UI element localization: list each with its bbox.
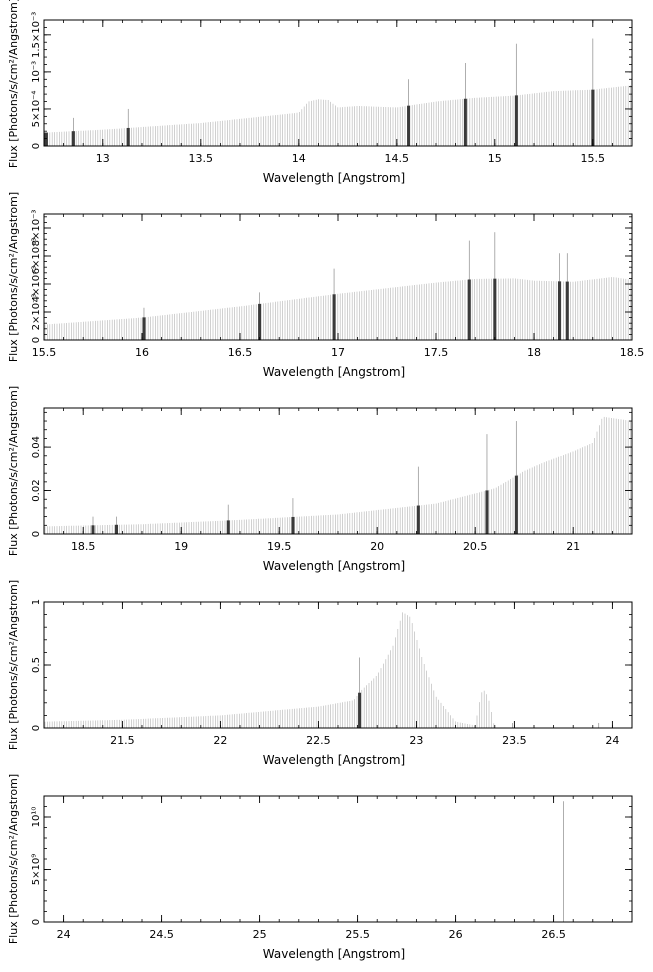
x-axis-label: Wavelength [Angstrom] xyxy=(263,753,405,767)
y-tick-label: 0.5 xyxy=(31,657,42,673)
x-tick-label: 17 xyxy=(331,346,345,359)
line-bar xyxy=(115,524,119,534)
line-bar xyxy=(44,132,48,146)
y-tick-label: 0 xyxy=(31,337,42,343)
y-axis-label: Flux [Photons/s/cm²/Angstrom] xyxy=(7,774,20,944)
line-bar xyxy=(126,127,130,146)
x-tick-label: 24.5 xyxy=(149,928,174,941)
x-tick-label: 24 xyxy=(605,734,619,747)
panel-3: 18.5 19 19.5 20 20.5 21 0 0.02 0.04 Wavelength [A… xyxy=(7,386,633,573)
x-tick-label: 15 xyxy=(488,152,502,165)
x-tick-label: 25 xyxy=(253,928,267,941)
line-bar xyxy=(332,294,336,340)
y-axis-label: Flux [Photons/s/cm²/Angstrom] xyxy=(7,192,20,362)
x-tick-label: 16.5 xyxy=(228,346,253,359)
x-tick-label: 23.5 xyxy=(502,734,527,747)
y-tick-label: 10⁻³ xyxy=(31,61,42,83)
y-tick-label: 10¹⁰ xyxy=(31,807,42,828)
panel-5: 24 24.5 25 25.5 26 26.5 0 5×10⁹ 10¹⁰ Wavelength [… xyxy=(7,774,633,961)
line-bar xyxy=(258,303,262,340)
y-tick-label: 2×10⁻³ xyxy=(31,294,42,331)
plot-frame xyxy=(43,795,633,923)
y-axis-label: Flux [Photons/s/cm²/Angstrom] xyxy=(7,0,20,168)
x-tick-label: 14.5 xyxy=(385,152,410,165)
x-tick-label: 21 xyxy=(566,540,580,553)
x-tick-label: 24 xyxy=(57,928,71,941)
x-tick-label: 16 xyxy=(135,346,149,359)
line-bar xyxy=(493,278,497,340)
y-tick-label: 6×10⁻³ xyxy=(31,238,42,275)
line-bar xyxy=(226,520,230,534)
line-bar xyxy=(71,131,75,146)
x-tick-label: 18.5 xyxy=(620,346,645,359)
line-bar xyxy=(514,95,518,146)
line-bar xyxy=(407,105,411,146)
x-tick-label: 22.5 xyxy=(306,734,331,747)
y-tick-label: 1.5×10⁻³ xyxy=(31,12,42,58)
x-tick-label: 23 xyxy=(409,734,423,747)
x-tick-label: 21.5 xyxy=(110,734,135,747)
x-tick-label: 26 xyxy=(449,928,463,941)
x-tick-label: 15.5 xyxy=(32,346,57,359)
y-tick-label: 4×10⁻³ xyxy=(31,266,42,303)
line-bar xyxy=(416,505,420,534)
x-tick-label: 25.5 xyxy=(345,928,370,941)
y-tick-label: 1 xyxy=(31,599,42,605)
x-axis-label: Wavelength [Angstrom] xyxy=(263,947,405,961)
x-tick-label: 20 xyxy=(370,540,384,553)
y-tick-label: 0 xyxy=(31,143,42,149)
x-tick-label: 22 xyxy=(213,734,227,747)
panel-4: 21.5 22 22.5 23 23.5 24 0 0.5 1 Wavelength [Angst… xyxy=(7,580,633,767)
x-axis-label: Wavelength [Angstrom] xyxy=(263,171,405,185)
x-tick-label: 18.5 xyxy=(71,540,96,553)
x-tick-label: 15.5 xyxy=(581,152,606,165)
y-axis-label: Flux [Photons/s/cm²/Angstrom] xyxy=(7,580,20,750)
x-tick-label: 20.5 xyxy=(463,540,488,553)
panel-1: 13 13.5 14 14.5 15 15.5 0 5×10⁻⁴ 10⁻³ 1.5×10⁻³ Wav… xyxy=(7,0,633,185)
line-bar xyxy=(467,279,471,340)
y-tick-label: 0 xyxy=(31,531,42,537)
line-bar xyxy=(291,516,295,534)
x-axis-label: Wavelength [Angstrom] xyxy=(263,559,405,573)
x-tick-label: 14 xyxy=(292,152,306,165)
x-tick-label: 26.5 xyxy=(541,928,566,941)
line-bar xyxy=(91,525,95,534)
line-bar xyxy=(514,475,518,534)
y-tick-label: 5×10⁹ xyxy=(31,854,42,885)
line-bar xyxy=(463,98,467,146)
x-tick-label: 18 xyxy=(527,346,541,359)
x-tick-label: 13 xyxy=(96,152,110,165)
y-axis-label: Flux [Photons/s/cm²/Angstrom] xyxy=(7,386,20,556)
line-bar xyxy=(485,490,489,534)
line-bar xyxy=(358,692,362,728)
x-tick-label: 19.5 xyxy=(267,540,292,553)
panel-2: 15.5 16 16.5 17 17.5 18 18.5 0 2×10⁻³4×10⁻³6×10⁻… xyxy=(7,192,644,379)
y-tick-label: 8×10⁻³ xyxy=(31,210,42,247)
line-bar xyxy=(557,281,561,340)
y-tick-label: 0 xyxy=(31,725,42,731)
y-tick-label: 0.04 xyxy=(31,436,42,458)
line-bar xyxy=(591,89,595,146)
y-tick-label: 0.02 xyxy=(31,479,42,501)
y-tick-label: 0 xyxy=(31,919,42,925)
x-axis-label: Wavelength [Angstrom] xyxy=(263,365,405,379)
line-bar xyxy=(142,317,146,340)
y-tick-label: 5×10⁻⁴ xyxy=(31,91,42,128)
x-tick-label: 17.5 xyxy=(424,346,449,359)
x-tick-label: 13.5 xyxy=(189,152,214,165)
x-tick-label: 19 xyxy=(174,540,188,553)
line-bar xyxy=(565,281,569,340)
